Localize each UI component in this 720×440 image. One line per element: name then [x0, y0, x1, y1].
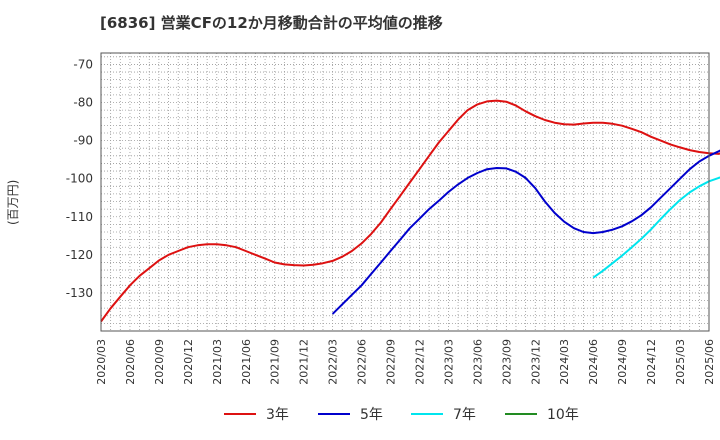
x-tick-label: 2023/12	[529, 339, 542, 385]
series-lines	[100, 99, 720, 323]
x-tick-label: 2022/03	[327, 339, 340, 385]
plot-area-frame	[100, 52, 710, 332]
grid-lines	[101, 53, 709, 332]
series-line-2	[331, 149, 720, 315]
legend-label: 3年	[266, 407, 289, 423]
x-tick-label: 2022/09	[385, 339, 398, 385]
x-tick-label: 2020/03	[95, 339, 108, 385]
legend-label: 10年	[547, 407, 579, 423]
x-tick-label: 2021/03	[211, 339, 224, 385]
x-tick-label: 2020/06	[124, 339, 137, 385]
series-line-3	[592, 176, 720, 279]
legend-item-3: 7年	[411, 407, 476, 423]
x-tick-label: 2024/12	[645, 339, 658, 385]
x-tick-label: 2025/03	[674, 339, 687, 385]
legend: 3年 5年 7年 10年	[224, 407, 579, 423]
series-line-1	[100, 99, 720, 323]
y-tick-label: -130	[66, 286, 93, 300]
y-tick-label: -80	[73, 96, 93, 110]
x-tick-label: 2022/06	[356, 339, 369, 385]
x-tick-label: 2021/09	[269, 339, 282, 385]
x-tick-label: 2024/03	[558, 339, 571, 385]
x-tick-label: 2025/06	[703, 339, 716, 385]
x-tick-label: 2020/12	[182, 339, 195, 385]
chart-title: [6836] 営業CFの12か月移動合計の平均値の推移	[100, 14, 443, 32]
legend-label: 7年	[453, 407, 476, 423]
y-tick-labels: -70 -80 -90 -100 -110 -120 -130	[66, 57, 93, 299]
x-tick-label: 2023/03	[442, 339, 455, 385]
x-tick-label: 2023/06	[471, 339, 484, 385]
x-tick-labels: 2020/03 2020/06 2020/09 2020/12 2021/03 2021/…	[95, 339, 716, 385]
legend-item-4: 10年	[505, 407, 579, 423]
y-tick-label: -110	[66, 210, 93, 224]
x-tick-label: 2021/06	[240, 339, 253, 385]
x-tick-label: 2021/12	[298, 339, 311, 385]
y-tick-label: -70	[73, 57, 93, 71]
y-tick-label: -120	[66, 248, 93, 262]
y-tick-label: -100	[66, 172, 93, 186]
x-tick-label: 2024/06	[587, 339, 600, 385]
x-tick-label: 2022/12	[413, 339, 426, 385]
legend-item-2: 5年	[318, 407, 383, 423]
legend-item-1: 3年	[224, 407, 289, 423]
y-tick-label: -90	[73, 134, 93, 148]
x-tick-label: 2024/09	[616, 339, 629, 385]
x-tick-label: 2023/09	[500, 339, 513, 385]
x-tick-label: 2020/09	[153, 339, 166, 385]
legend-label: 5年	[360, 407, 383, 423]
